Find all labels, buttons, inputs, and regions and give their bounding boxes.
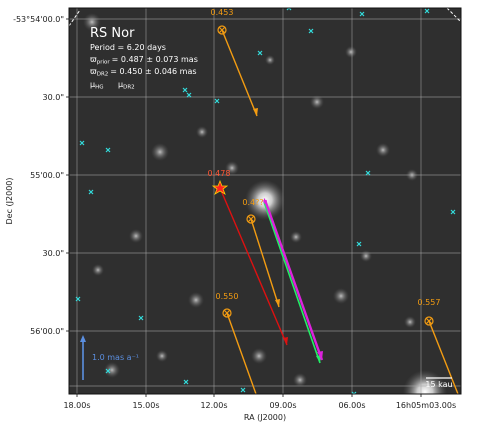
dr2-position-marker: [262, 198, 267, 204]
x-tick-label: 09.00s: [269, 401, 296, 410]
y-axis-label: Dec (J2000): [5, 178, 14, 225]
cepheid-arrow-head: [283, 337, 288, 345]
legend-mu-dr2: μDR2: [118, 80, 135, 91]
y-tick-labels: -53°54'00.0" 30.0" 55'00.0" 30.0" 56'00.…: [13, 15, 64, 336]
parallax-label: 0.4??: [242, 198, 263, 207]
corner-marks: [68, 7, 462, 27]
proper-motion-arrows: [219, 29, 459, 394]
legend-period: Period = 6.20 days: [90, 43, 166, 52]
x-tick-labels: 18.00s 15.00s 12.00s 09.00s 06.00s 16h05…: [63, 401, 456, 410]
dr2-arrow-head: [317, 351, 323, 360]
scale-arrow-icon: [80, 335, 86, 342]
x-axis-label: RA (J2000): [244, 413, 286, 422]
plot-frame: [68, 7, 462, 395]
y-tick-label: 55'00.0": [30, 171, 64, 180]
x-tick-label: 15.00s: [132, 401, 159, 410]
parallax-label: 0.557: [418, 298, 441, 307]
companion-arrow-1: [221, 29, 258, 117]
x-tick-label: 18.00s: [63, 401, 90, 410]
y-tick-label: 56'00.0": [30, 327, 64, 336]
background-stars: [83, 13, 447, 394]
coordinate-grid: [69, 8, 461, 394]
cepheid-arrow: [219, 187, 288, 346]
companion-arrow-2: [250, 218, 280, 308]
legend-prior-parallax: ϖprior = 0.487 ± 0.073 mas: [90, 55, 198, 66]
dr2-arrow: [263, 199, 324, 361]
x-tick-label: 16h05m03.00s: [396, 401, 456, 410]
x-tick-label: 12.00s: [200, 401, 227, 410]
y-tick-label: 30.0": [43, 93, 65, 102]
y-tick-label: -53°54'00.0": [13, 15, 64, 24]
parallax-label: 0.550: [216, 292, 239, 301]
field-star-markers: [75, 8, 456, 394]
y-tick-label: 30.0": [43, 249, 65, 258]
parallax-label: 0.478: [208, 169, 231, 178]
tick-marks: [66, 18, 422, 397]
pm-scale-indicator: 1.0 mas a⁻¹: [80, 335, 139, 380]
legend-title: RS Nor: [90, 26, 135, 41]
companion-arrow-3: [226, 312, 257, 394]
parallax-label: 0.453: [211, 8, 234, 17]
companion-arrow-4: [428, 320, 459, 394]
x-tick-label: 06.00s: [338, 401, 365, 410]
parallax-labels: 0.453 0.478 0.4?? 0.550 0.557: [208, 8, 441, 307]
legend-mu-hg: μHG: [90, 80, 104, 91]
pm-scale-label: 1.0 mas a⁻¹: [92, 353, 139, 362]
distance-scale-label: 15 kau: [425, 380, 452, 389]
companion-arrow-1-head: [253, 108, 258, 116]
cepheid-star-icon: [211, 179, 229, 195]
legend: RS Nor Period = 6.20 days ϖprior = 0.487 …: [90, 26, 198, 91]
legend-dr2-parallax: ϖDR2 = 0.450 ± 0.046 mas: [90, 67, 197, 78]
companion-arrow-2-head: [275, 299, 280, 307]
companion-markers: [217, 25, 434, 326]
distance-scale-bar: 15 kau: [425, 377, 453, 389]
hg-arrow: [263, 201, 321, 364]
